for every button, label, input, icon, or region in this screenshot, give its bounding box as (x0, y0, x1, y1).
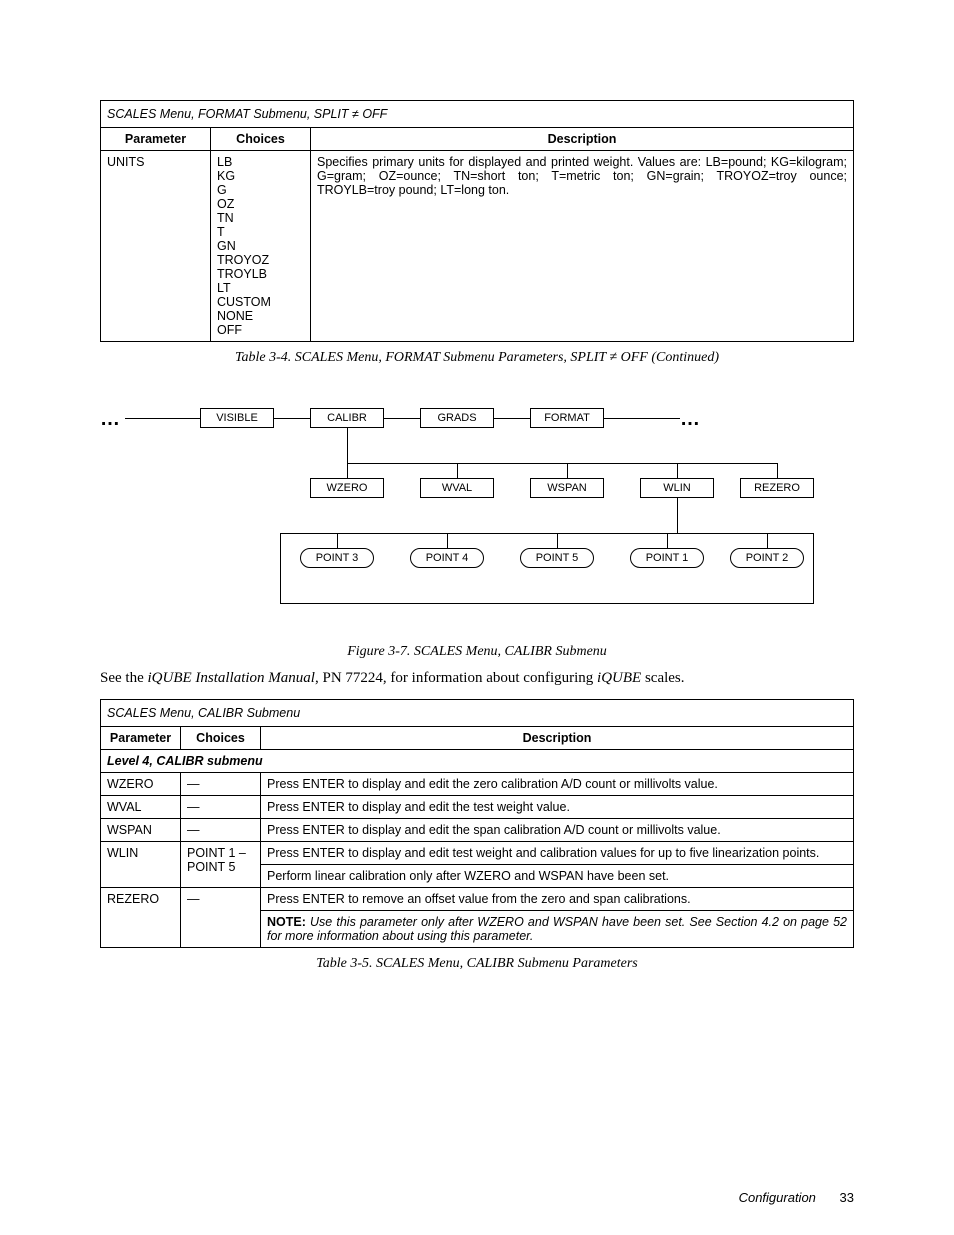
table2-caption: Table 3-5. SCALES Menu, CALIBR Submenu P… (100, 956, 854, 972)
table1-hdr-choices: Choices (211, 128, 311, 151)
bt-mid: , PN 77224, for information about config… (315, 670, 597, 686)
t2-r3-p: WLIN (101, 842, 181, 888)
t2-subhead: Level 4, CALIBR submenu (101, 750, 854, 773)
node-point1: POINT 1 (630, 548, 704, 568)
node-wspan: WSPAN (530, 478, 604, 498)
table-format-submenu: SCALES Menu, FORMAT Submenu, SPLIT ≠ OFF… (100, 100, 854, 342)
line-wrap-b (280, 603, 814, 604)
table1-title: SCALES Menu, FORMAT Submenu, SPLIT ≠ OFF (101, 101, 854, 128)
line-p3d (337, 533, 338, 548)
line-d4 (677, 463, 678, 478)
node-point2: POINT 2 (730, 548, 804, 568)
line-p1d (667, 533, 668, 548)
diagram-wrap: … … VISIBLE CALIBR GRADS FORMAT WZERO WV… (100, 406, 854, 660)
t2-r0-p: WZERO (101, 773, 181, 796)
line-v-calibr (347, 428, 348, 463)
line-p4d (447, 533, 448, 548)
t2-hdr-desc: Description (261, 727, 854, 750)
page-footer: Configuration 33 (739, 1190, 854, 1205)
t2-r3-d1: Press ENTER to display and edit test wei… (261, 842, 854, 865)
line-d1 (347, 463, 348, 478)
node-visible: VISIBLE (200, 408, 274, 428)
node-rezero: REZERO (740, 478, 814, 498)
note-text: Use this parameter only after WZERO and … (267, 915, 847, 943)
line-p5d (557, 533, 558, 548)
note-label: NOTE: (267, 915, 306, 929)
line-v-wlin (677, 498, 678, 533)
line-wrap-l (280, 533, 281, 603)
t2-r4-note: NOTE: Use this parameter only after WZER… (261, 911, 854, 948)
table2-title: SCALES Menu, CALIBR Submenu (101, 700, 854, 727)
line-r2-bus (347, 463, 777, 464)
node-point5: POINT 5 (520, 548, 594, 568)
table1-choices: LB KG G OZ TN T GN TROYOZ TROYLB LT CUST… (211, 151, 311, 342)
table1-desc: Specifies primary units for displayed an… (311, 151, 854, 342)
table1-hdr-desc: Description (311, 128, 854, 151)
bt-em1: iQUBE Installation Manual (147, 670, 315, 686)
t2-r3-d2: Perform linear calibration only after WZ… (261, 865, 854, 888)
node-grads: GRADS (420, 408, 494, 428)
table1-caption: Table 3-4. SCALES Menu, FORMAT Submenu P… (100, 350, 854, 366)
footer-label: Configuration (739, 1190, 816, 1205)
line-d5 (777, 463, 778, 478)
t2-r1-p: WVAL (101, 796, 181, 819)
t2-r0-c: — (181, 773, 261, 796)
t2-hdr-param: Parameter (101, 727, 181, 750)
body-text: See the iQUBE Installation Manual, PN 77… (100, 670, 854, 687)
footer-page: 33 (840, 1190, 854, 1205)
t2-r4-c: — (181, 888, 261, 948)
table1-hdr-param: Parameter (101, 128, 211, 151)
node-wlin: WLIN (640, 478, 714, 498)
t2-r2-c: — (181, 819, 261, 842)
t2-r0-d: Press ENTER to display and edit the zero… (261, 773, 854, 796)
diagram-caption: Figure 3-7. SCALES Menu, CALIBR Submenu (100, 644, 854, 660)
page: SCALES Menu, FORMAT Submenu, SPLIT ≠ OFF… (0, 0, 954, 1235)
line-d3 (567, 463, 568, 478)
t2-r4-p: REZERO (101, 888, 181, 948)
node-wval: WVAL (420, 478, 494, 498)
node-wzero: WZERO (310, 478, 384, 498)
calibr-diagram: … … VISIBLE CALIBR GRADS FORMAT WZERO WV… (100, 406, 854, 636)
node-calibr: CALIBR (310, 408, 384, 428)
t2-r1-d: Press ENTER to display and edit the test… (261, 796, 854, 819)
dots-left: … (100, 408, 122, 431)
dots-right: … (680, 408, 702, 431)
line-p2d (767, 533, 768, 548)
bt-em2: iQUBE (597, 670, 641, 686)
node-point4: POINT 4 (410, 548, 484, 568)
t2-r4-d1: Press ENTER to remove an offset value fr… (261, 888, 854, 911)
node-format: FORMAT (530, 408, 604, 428)
t2-r2-p: WSPAN (101, 819, 181, 842)
node-point3: POINT 3 (300, 548, 374, 568)
bt-post: scales. (641, 670, 684, 686)
t2-r3-c: POINT 1 – POINT 5 (181, 842, 261, 888)
line-r3-bus (280, 533, 813, 534)
t2-r1-c: — (181, 796, 261, 819)
line-d2 (457, 463, 458, 478)
t2-r2-d: Press ENTER to display and edit the span… (261, 819, 854, 842)
line-wrap-r (813, 533, 814, 603)
bt-pre: See the (100, 670, 147, 686)
t2-hdr-choices: Choices (181, 727, 261, 750)
table1-param: UNITS (101, 151, 211, 342)
table-calibr-submenu: SCALES Menu, CALIBR Submenu Parameter Ch… (100, 699, 854, 948)
